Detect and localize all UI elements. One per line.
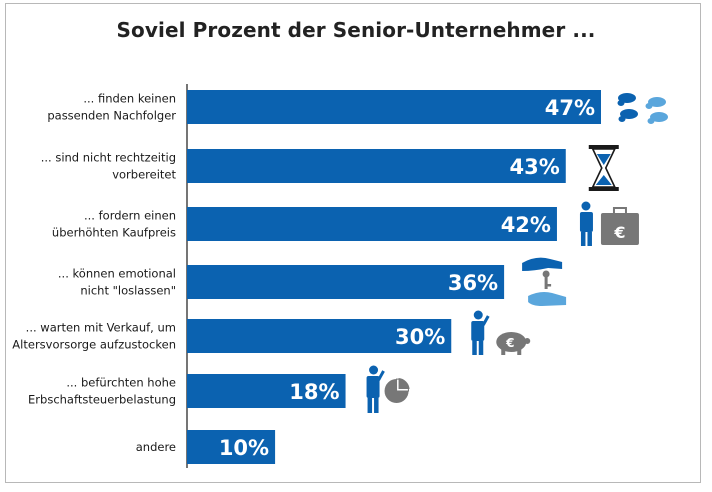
category-label: ... befürchten hohe — [66, 376, 176, 390]
thinking-man-pie-chart-icon — [366, 365, 410, 413]
value-label: 30% — [395, 325, 445, 349]
value-label: 43% — [510, 155, 560, 179]
category-label: überhöhten Kaufpreis — [52, 226, 176, 240]
value-label: 47% — [545, 96, 595, 120]
value-label: 18% — [289, 380, 339, 404]
category-label: Altersvorsorge aufzustocken — [12, 338, 176, 352]
footprints-icon — [617, 93, 668, 124]
hand-key-icon — [522, 257, 567, 306]
bar — [187, 207, 557, 241]
category-label: vorbereitet — [112, 168, 176, 182]
category-label: ... warten mit Verkauf, um — [26, 321, 176, 335]
chart-title: Soviel Prozent der Senior-Unternehmer ..… — [116, 18, 596, 42]
bar — [187, 319, 452, 353]
category-label: passenden Nachfolger — [47, 109, 176, 123]
svg-text:€: € — [613, 223, 625, 242]
category-label: ... sind nicht rechtzeitig — [41, 151, 176, 165]
category-label: nicht "loslassen" — [80, 284, 176, 298]
value-label: 42% — [501, 213, 551, 237]
category-label: andere — [136, 440, 176, 454]
bar — [187, 430, 276, 464]
category-label: ... fordern einen — [84, 209, 176, 223]
category-label: ... können emotional — [58, 267, 176, 281]
svg-text:€: € — [505, 336, 514, 350]
bar — [187, 149, 566, 183]
value-label: 36% — [448, 271, 498, 295]
category-label: ... finden keinen — [83, 92, 176, 106]
thinking-man-piggy-bank-icon: € — [471, 310, 531, 355]
bar — [187, 374, 346, 408]
category-label: Erbschaftsteuerbelastung — [28, 393, 176, 407]
bar — [187, 265, 505, 299]
businessman-money-bag-icon: € — [579, 201, 639, 246]
hourglass-icon — [588, 145, 619, 191]
value-label: 10% — [219, 436, 269, 460]
bar — [187, 90, 601, 124]
